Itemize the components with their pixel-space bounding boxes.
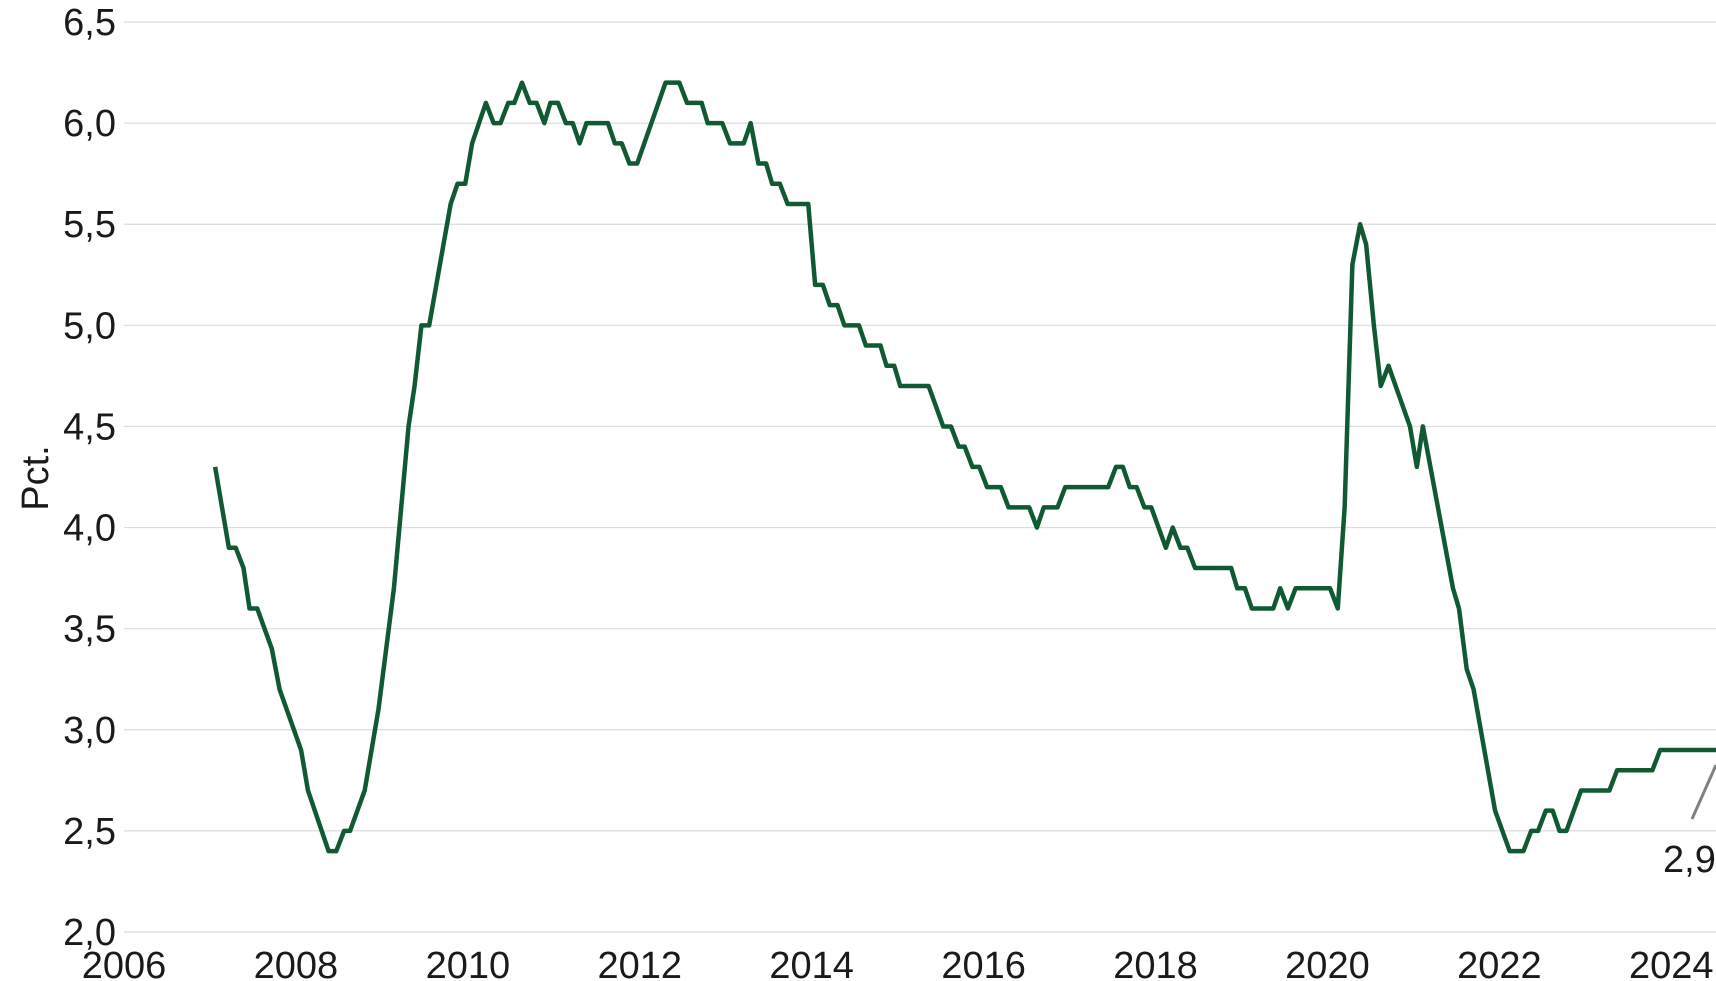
y-tick-label: 3,5: [63, 609, 116, 651]
y-tick-label: 4,0: [63, 508, 116, 550]
y-tick-label: 6,0: [63, 103, 116, 145]
x-tick-label: 2012: [597, 945, 682, 981]
x-tick-label: 2016: [941, 945, 1026, 981]
x-tick-label: 2010: [426, 945, 511, 981]
y-tick-label: 2,0: [63, 912, 116, 954]
x-tick-label: 2014: [769, 945, 854, 981]
y-tick-label: 5,5: [63, 204, 116, 246]
data-line: [212, 80, 1716, 854]
x-tick-label: 2020: [1285, 945, 1370, 981]
annotation-leader: [1690, 764, 1716, 820]
y-tick-label: 6,5: [63, 2, 116, 44]
y-tick-label: 5,0: [63, 305, 116, 347]
y-tick-label: 2,5: [63, 811, 116, 853]
x-tick-label: 2008: [254, 945, 339, 981]
x-tick-label: 2006: [82, 945, 167, 981]
y-tick-label: 4,5: [63, 406, 116, 448]
y-axis-label: Pct.: [15, 445, 57, 510]
x-tick-label: 2018: [1113, 945, 1198, 981]
annotation: 2,9: [1663, 839, 1716, 881]
y-tick-label: 3,0: [63, 710, 116, 752]
x-tick-label: 2024: [1629, 945, 1714, 981]
x-tick-label: 2022: [1457, 945, 1542, 981]
